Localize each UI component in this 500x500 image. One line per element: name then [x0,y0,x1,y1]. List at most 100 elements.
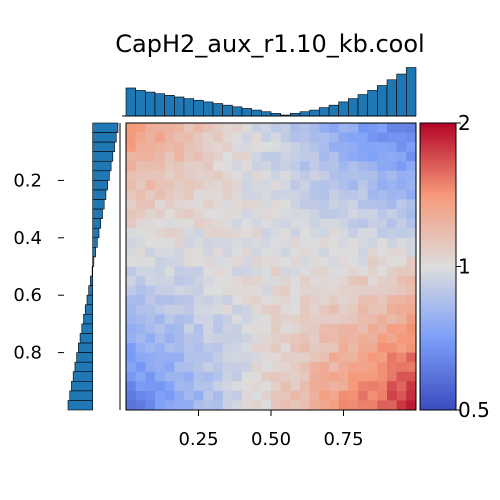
heatmap-cell [193,209,204,220]
heatmap-cell [319,151,330,162]
heatmap-cell [348,352,359,363]
heatmap-cell [222,400,233,411]
heatmap-cell [232,132,243,143]
heatmap-cell [251,400,262,411]
heatmap-cell [232,304,243,315]
heatmap-cell [348,285,359,296]
heatmap-cell [242,285,253,296]
heatmap-cell [184,218,195,229]
heatmap-cell [348,314,359,325]
heatmap-cell [213,362,224,373]
heatmap-cell [348,161,359,172]
heatmap-cell [184,276,195,287]
heatmap-cell [222,209,233,220]
heatmap-cell [213,123,224,133]
heatmap-cell [358,285,369,296]
heatmap-cell [213,161,224,172]
heatmap-cell [300,151,311,162]
heatmap-cell [164,170,175,181]
heatmap-cell [290,123,301,133]
colorbar-tick-label: 1 [458,255,471,279]
heatmap-cell [329,180,340,191]
heatmap-cell [367,123,378,133]
heatmap-cell [222,323,233,334]
heatmap-cell [309,180,320,191]
heatmap-cell [184,142,195,153]
heatmap-cell [348,276,359,287]
heatmap-cell [290,304,301,315]
heatmap-cell [145,276,156,287]
heatmap-cell [367,228,378,239]
heatmap-cell [184,390,195,401]
heatmap-cell [174,170,185,181]
heatmap-cell [406,170,417,181]
heatmap-cell [348,343,359,353]
heatmap-cell [261,285,272,296]
heatmap-cell [396,199,407,210]
heatmap-cell [377,247,388,258]
heatmap-cell [280,276,291,287]
heatmap-cell [222,314,233,325]
heatmap-cell [145,362,156,373]
heatmap-cell [126,123,137,133]
heatmap-cell [222,343,233,353]
heatmap-cell [290,333,301,344]
heatmap-cell [338,276,349,287]
heatmap-cell [145,199,156,210]
heatmap-cell [396,180,407,191]
heatmap-cell [135,400,146,411]
heatmap-cell [387,237,398,248]
heatmap-cell [203,199,214,210]
heatmap-cell [232,218,243,229]
heatmap-cell [329,199,340,210]
heatmap-cell [319,247,330,258]
heatmap-cell [155,247,166,258]
heatmap-cell [377,151,388,162]
heatmap-cell [174,276,185,287]
heatmap-cell [135,161,146,172]
heatmap-cell [396,285,407,296]
heatmap-cell [338,295,349,306]
heatmap-cell [164,247,175,258]
heatmap-cell [329,323,340,334]
heatmap-cell [367,170,378,181]
heatmap-cell [251,381,262,392]
heatmap-cell [174,343,185,353]
heatmap-cell [164,237,175,248]
heatmap-cell [348,170,359,181]
left-marginal-bar [91,266,94,277]
heatmap-cell [261,180,272,191]
heatmap-cell [290,266,301,277]
x-tick-label: 0.75 [323,429,363,450]
heatmap-cell [338,151,349,162]
heatmap-cell [377,161,388,172]
heatmap-cell [319,161,330,172]
heatmap-cell [222,276,233,287]
heatmap-cell [174,390,185,401]
heatmap-cell [300,295,311,306]
heatmap-cell [280,390,291,401]
heatmap-cell [300,256,311,267]
heatmap-cell [387,304,398,315]
heatmap-cell [184,237,195,248]
heatmap-cell [406,276,417,287]
heatmap-cell [145,189,156,200]
heatmap-cell [396,371,407,382]
heatmap-cell [232,352,243,363]
heatmap-cell [348,180,359,191]
heatmap-cell [309,285,320,296]
heatmap-cell [126,400,137,411]
heatmap-cell [271,304,282,315]
heatmap-cell [290,314,301,325]
heatmap-cell [387,189,398,200]
heatmap-cell [193,228,204,239]
top-marginal-bar [386,79,397,117]
heatmap-cell [145,295,156,306]
heatmap-cell [213,333,224,344]
heatmap-cell [135,123,146,133]
heatmap-cell [271,199,282,210]
heatmap-cell [242,276,253,287]
heatmap-cell [329,333,340,344]
heatmap-cell [126,352,137,363]
heatmap-cell [145,390,156,401]
